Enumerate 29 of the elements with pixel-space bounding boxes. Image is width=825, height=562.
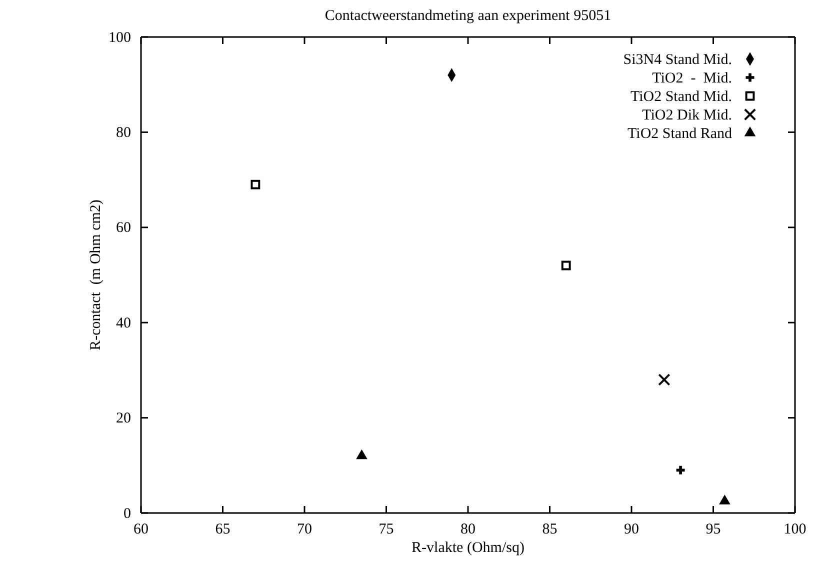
- chart-title: Contactweerstandmeting aan experiment 95051: [324, 8, 612, 24]
- x-tick-label: 95: [706, 522, 721, 538]
- y-tick-label: 60: [116, 220, 131, 236]
- point: [250, 180, 260, 190]
- y-tick-label: 20: [116, 410, 131, 427]
- x-tick-label: 90: [624, 522, 639, 538]
- y-tick-label: 40: [116, 315, 131, 332]
- x-tick-label: 80: [460, 522, 476, 538]
- x-tick-label: 65: [215, 522, 230, 538]
- x-tick-label: 100: [784, 522, 806, 538]
- x-tick-label: 85: [542, 522, 558, 538]
- x-axis-title: R-vlakte (Ohm/sq): [412, 540, 524, 556]
- point: [356, 449, 368, 460]
- point: [676, 466, 685, 474]
- legend-label: TiO2 Stand Mid.: [630, 89, 732, 105]
- point: [658, 374, 670, 386]
- legend-label: Si3N4 Stand Mid.: [623, 52, 732, 68]
- legend-label: TiO2 Stand Rand: [628, 126, 732, 142]
- y-tick-label: 80: [116, 125, 131, 141]
- legend-label: TiO2 - Mid.: [652, 70, 732, 86]
- x-tick-label: 70: [297, 522, 312, 538]
- y-axis-title: R-contact (m Ohm cm2): [88, 200, 104, 350]
- x-tick-label: 60: [134, 522, 148, 538]
- point: [719, 494, 730, 504]
- y-tick-label: 100: [108, 30, 131, 46]
- y-tick-label: 0: [124, 506, 131, 522]
- legend-label: TiO2 Dik Mid.: [642, 108, 732, 124]
- x-tick-label: 75: [378, 522, 394, 538]
- point: [561, 260, 571, 270]
